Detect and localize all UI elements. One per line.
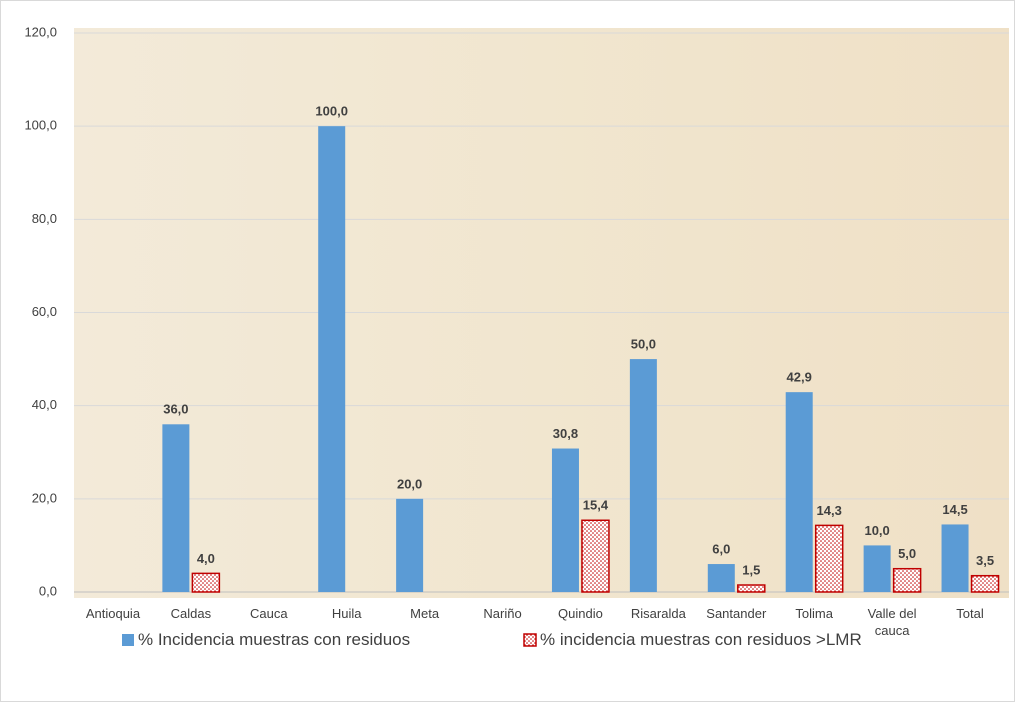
y-tick-label: 0,0	[39, 583, 57, 598]
x-tick-label: Total	[956, 606, 984, 621]
x-tick-label: Meta	[410, 606, 440, 621]
bar	[396, 498, 424, 592]
data-label: 20,0	[397, 476, 422, 491]
bar	[581, 519, 610, 593]
bar	[814, 524, 844, 593]
data-label: 42,9	[787, 370, 812, 385]
data-label: 30,8	[553, 426, 578, 441]
x-tick-label: Nariño	[483, 606, 522, 621]
data-label: 4,0	[197, 551, 215, 566]
data-label: 6,0	[712, 541, 730, 556]
y-tick-label: 80,0	[32, 211, 57, 226]
bar	[863, 545, 891, 592]
data-label: 14,5	[942, 502, 967, 517]
data-label: 10,0	[864, 523, 889, 538]
x-tick-label: Valle del cauca	[867, 606, 917, 638]
data-label: 50,0	[631, 337, 656, 352]
legend-swatch	[523, 633, 537, 647]
data-label: 15,4	[583, 498, 609, 513]
bar	[941, 524, 969, 592]
bar	[785, 392, 813, 592]
x-tick-label: Caldas	[170, 606, 212, 621]
legend-label: % Incidencia muestras con residuos	[138, 630, 411, 649]
bar	[892, 567, 922, 593]
bar	[970, 574, 1000, 593]
bar	[737, 584, 766, 593]
data-label: 3,5	[976, 553, 994, 568]
data-label: 1,5	[742, 562, 760, 577]
bar	[707, 564, 735, 592]
bar	[629, 359, 657, 592]
x-tick-label: Quindio	[558, 606, 603, 621]
bar	[551, 448, 579, 592]
y-tick-label: 100,0	[24, 118, 57, 133]
data-label: 14,3	[817, 503, 842, 518]
bar	[162, 424, 190, 592]
data-label: 36,0	[163, 402, 188, 417]
x-tick-label: Risaralda	[630, 606, 686, 621]
x-tick-label: Tolima	[795, 606, 833, 621]
legend-swatch	[122, 634, 134, 646]
x-tick-label: Santander	[706, 606, 767, 621]
y-tick-label: 120,0	[24, 24, 57, 39]
y-tick-label: 20,0	[32, 490, 57, 505]
bar	[318, 126, 346, 593]
y-tick-label: 60,0	[32, 304, 57, 319]
x-tick-label: Huila	[331, 606, 362, 621]
bar	[191, 572, 221, 593]
y-tick-label: 40,0	[32, 397, 57, 412]
x-tick-label: Antioquia	[85, 606, 141, 621]
x-tick-label: Cauca	[249, 606, 288, 621]
data-label: 5,0	[898, 546, 916, 561]
data-label: 100,0	[315, 104, 348, 119]
legend-label: % incidencia muestras con residuos >LMR	[540, 630, 862, 649]
